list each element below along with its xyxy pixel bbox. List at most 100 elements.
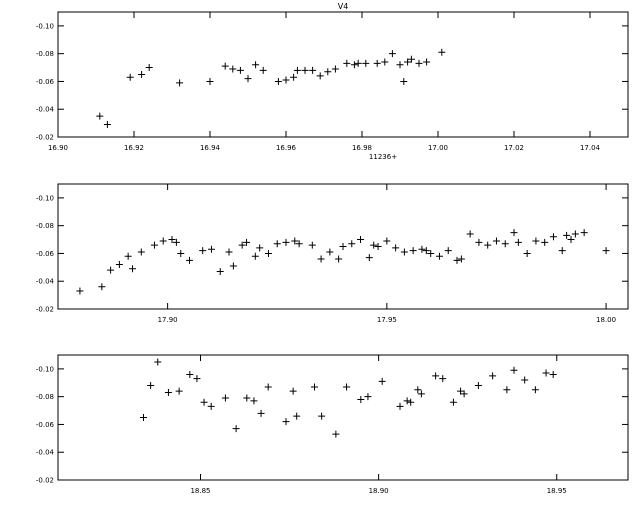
data-point	[164, 389, 172, 396]
y-tick-label: -0.02	[36, 306, 54, 314]
data-point	[238, 241, 246, 249]
data-point	[362, 59, 370, 67]
data-point	[126, 73, 134, 81]
data-point	[422, 247, 430, 255]
data-point	[531, 386, 539, 394]
x-tick-label: 17.00	[428, 144, 448, 152]
x-tick-label: 17.90	[158, 316, 178, 324]
data-point	[229, 262, 237, 270]
data-point	[466, 230, 474, 238]
data-point	[282, 418, 290, 426]
data-point	[417, 390, 425, 398]
data-point	[474, 382, 482, 390]
data-point	[404, 58, 412, 66]
x-tick-label: 16.92	[124, 144, 144, 152]
data-point	[348, 240, 356, 248]
data-point	[396, 402, 404, 410]
data-point	[457, 255, 465, 263]
data-point	[438, 48, 446, 56]
plot-frame-3	[57, 354, 629, 481]
y-tick-label: -0.04	[36, 449, 55, 457]
data-point	[290, 73, 298, 81]
data-point	[549, 370, 557, 378]
data-point	[168, 236, 176, 244]
data-point	[541, 238, 549, 246]
data-point	[492, 237, 500, 245]
data-point	[475, 238, 483, 246]
data-point	[140, 414, 147, 421]
data-point	[449, 398, 457, 406]
data-point	[282, 238, 290, 246]
data-point	[138, 71, 146, 78]
y-tick-label: -0.08	[36, 393, 54, 401]
data-point	[373, 59, 381, 67]
data-point	[145, 64, 153, 72]
x-tick-label: 16.90	[48, 144, 68, 152]
data-point	[252, 61, 260, 69]
data-point	[453, 256, 461, 264]
data-point	[301, 66, 309, 74]
data-point	[542, 369, 550, 377]
data-point	[396, 61, 404, 69]
data-point	[423, 58, 431, 66]
data-point	[388, 50, 396, 58]
data-point	[563, 231, 571, 239]
data-point	[159, 237, 167, 245]
data-point	[259, 66, 267, 74]
data-point	[558, 247, 566, 255]
data-point	[150, 241, 158, 249]
x-tick-label: 18.00	[596, 316, 616, 324]
data-point	[378, 377, 386, 385]
x-tick-label: 18.90	[369, 487, 389, 495]
x-tick-label: 17.95	[377, 316, 397, 324]
data-point	[137, 248, 145, 256]
data-point	[335, 255, 343, 263]
data-point	[403, 397, 411, 405]
data-point	[316, 72, 324, 80]
data-point	[339, 243, 347, 250]
data-point	[107, 266, 115, 274]
data-point	[364, 393, 372, 401]
data-point	[257, 409, 265, 417]
data-point	[264, 383, 272, 391]
data-point	[460, 390, 468, 398]
data-point	[295, 240, 303, 248]
data-point	[407, 55, 415, 63]
data-point	[289, 387, 297, 395]
chart-title: V4	[338, 2, 349, 11]
data-point	[357, 236, 365, 244]
data-point	[98, 283, 106, 291]
data-point	[435, 252, 443, 260]
data-point	[293, 66, 301, 74]
data-point	[532, 237, 540, 245]
data-point	[444, 247, 452, 255]
data-point	[343, 383, 351, 391]
y-tick-label: -0.04	[36, 106, 55, 114]
data-point	[343, 59, 351, 67]
x-tick-label: 16.94	[200, 144, 221, 152]
data-point	[273, 240, 281, 248]
data-point	[124, 252, 132, 260]
data-point	[418, 245, 426, 253]
data-point	[415, 59, 423, 67]
x-axis-label: 11236+	[369, 153, 397, 161]
y-tick-label: -0.08	[36, 50, 54, 58]
data-point	[489, 372, 497, 380]
data-point	[432, 372, 440, 380]
data-point	[370, 241, 378, 249]
data-point	[264, 249, 272, 257]
x-tick-label: 17.04	[580, 144, 601, 152]
data-point	[291, 237, 299, 245]
y-tick-label: -0.08	[36, 222, 54, 230]
data-point	[309, 66, 317, 74]
data-point	[331, 65, 339, 73]
data-point	[193, 375, 201, 383]
data-point	[76, 287, 84, 295]
data-point	[243, 238, 251, 246]
data-point	[199, 247, 207, 255]
y-tick-label: -0.10	[36, 365, 54, 373]
data-point	[225, 248, 233, 256]
data-point	[514, 238, 522, 246]
data-point	[580, 229, 588, 237]
